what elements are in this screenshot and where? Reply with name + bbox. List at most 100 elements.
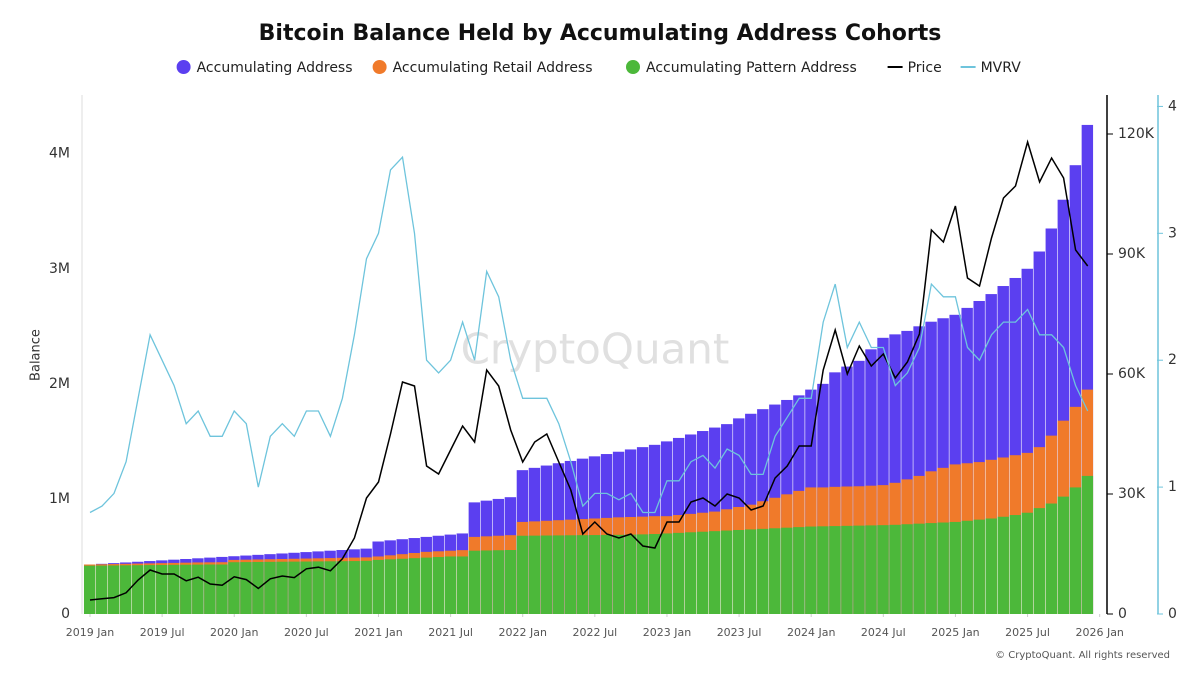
bar <box>372 559 384 614</box>
line <box>89 155 1089 514</box>
bar <box>348 561 360 614</box>
bar <box>889 524 901 614</box>
bar <box>901 330 913 614</box>
bar <box>588 535 601 614</box>
x-tick-label: 2024 Jul <box>861 626 906 639</box>
bar <box>120 565 132 614</box>
bar <box>1081 475 1094 614</box>
bar <box>192 564 204 614</box>
bar <box>576 535 589 614</box>
bar <box>1033 508 1045 614</box>
legend-swatch <box>372 60 387 74</box>
y-tick-label: 0 <box>61 606 70 622</box>
y2-tick-label: 90K <box>1118 246 1146 262</box>
bar <box>276 561 288 614</box>
bar <box>865 349 877 614</box>
legend-swatch <box>626 60 640 74</box>
bar <box>877 337 889 614</box>
bar <box>516 535 529 614</box>
bar <box>648 534 661 614</box>
bar <box>973 519 985 614</box>
legend-label: MVRV <box>981 60 1022 76</box>
bar <box>660 533 673 614</box>
bar <box>1021 268 1033 614</box>
bar <box>552 535 565 614</box>
y3-tick-label: 2 <box>1168 352 1177 368</box>
bar <box>697 531 709 614</box>
bar <box>769 528 781 614</box>
bar <box>1057 496 1070 614</box>
y3-tick-label: 3 <box>1168 225 1177 241</box>
bar <box>925 523 937 614</box>
bar <box>781 527 793 614</box>
bar <box>901 524 913 614</box>
bar <box>480 550 493 614</box>
bar <box>228 562 240 614</box>
bar <box>492 550 505 614</box>
bar <box>733 529 745 614</box>
y-axis-label: Balance <box>29 329 44 381</box>
bar <box>312 561 324 614</box>
y2-tick-label: 120K <box>1118 126 1155 142</box>
bar <box>997 286 1009 614</box>
bar <box>180 564 192 614</box>
x-tick-label: 2026 Jan <box>1075 626 1123 639</box>
bar <box>156 564 168 614</box>
bar <box>853 525 865 614</box>
bar <box>757 528 769 614</box>
legend: Accumulating Address Accumulating Retail … <box>176 60 1022 76</box>
bar <box>240 562 252 614</box>
bar <box>300 561 312 614</box>
footer: © CryptoQuant. All rights reserved <box>995 650 1170 661</box>
bar <box>805 526 817 614</box>
x-tick-label: 2025 Jul <box>1005 626 1050 639</box>
legend-label: Accumulating Pattern Address <box>646 60 857 76</box>
bar <box>132 565 144 614</box>
y-tick-label: 1M <box>49 491 70 507</box>
bar <box>408 558 420 614</box>
bar <box>829 526 841 614</box>
bar <box>528 535 541 614</box>
bar <box>1021 512 1033 614</box>
bar <box>721 530 733 614</box>
legend-label: Price <box>908 60 942 76</box>
bar <box>216 564 228 614</box>
bar <box>793 527 805 614</box>
x-tick-label: 2021 Jan <box>354 626 402 639</box>
bar <box>96 565 108 614</box>
bar <box>997 516 1009 614</box>
bar <box>937 522 949 614</box>
bar <box>1045 503 1058 614</box>
bar <box>204 564 216 614</box>
x-tick-label: 2021 Jul <box>428 626 473 639</box>
bar <box>456 556 469 614</box>
bar <box>83 565 96 614</box>
bar <box>985 294 997 614</box>
y-tick-label: 3M <box>49 261 70 277</box>
bar <box>336 561 348 614</box>
bar <box>913 523 925 614</box>
bar <box>432 557 444 614</box>
bar <box>889 334 901 614</box>
bar <box>108 565 120 614</box>
bar <box>288 561 300 614</box>
x-tick-label: 2019 Jul <box>140 626 185 639</box>
bar <box>636 534 649 614</box>
bar <box>913 326 925 614</box>
bar <box>564 535 577 614</box>
bar <box>1045 228 1058 614</box>
bar <box>1033 251 1045 614</box>
x-tick-label: 2022 Jul <box>572 626 617 639</box>
bar <box>396 558 408 614</box>
bar <box>504 550 517 614</box>
y-tick-label: 4M <box>49 146 70 162</box>
x-tick-label: 2023 Jan <box>643 626 691 639</box>
bar <box>324 561 336 614</box>
x-tick-label: 2020 Jul <box>284 626 329 639</box>
bar <box>1069 487 1082 614</box>
bar <box>937 318 949 614</box>
legend-swatch <box>176 60 191 74</box>
bar <box>672 532 685 614</box>
bar <box>961 520 973 614</box>
bar <box>468 550 481 614</box>
